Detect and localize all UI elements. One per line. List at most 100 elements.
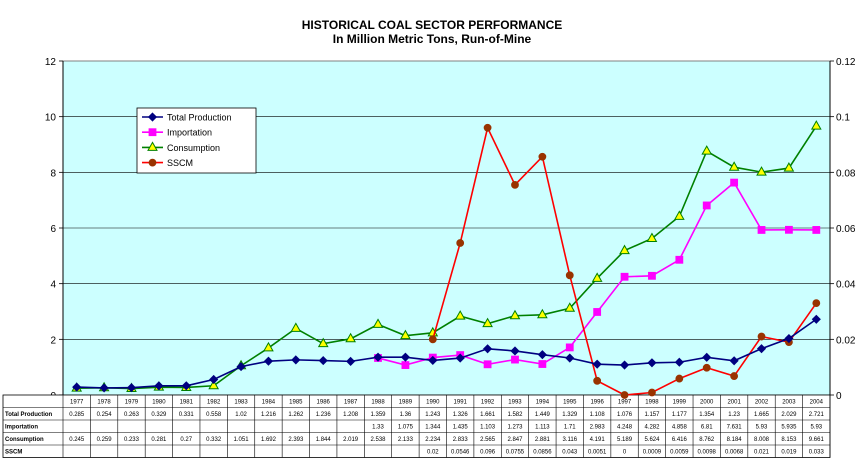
table-cell: 0.0059 bbox=[670, 450, 689, 456]
table-row-label: Consumption bbox=[5, 437, 44, 443]
consumption-point bbox=[482, 317, 493, 328]
sscm-point bbox=[620, 391, 629, 399]
table-cell: 1.665 bbox=[754, 412, 770, 418]
table-cell: 2.833 bbox=[453, 437, 469, 443]
table-cell: 2.234 bbox=[425, 437, 441, 443]
table-cell: 0.096 bbox=[480, 450, 496, 456]
consumption-point bbox=[454, 310, 466, 320]
table-cell: 1.844 bbox=[316, 437, 332, 443]
table-cell: 1.236 bbox=[316, 412, 332, 418]
sscm-point bbox=[511, 180, 519, 189]
importation-point bbox=[565, 343, 574, 352]
x-tick-label: 1991 bbox=[454, 400, 468, 406]
table-cell: 0.27 bbox=[180, 437, 192, 443]
table-cell: 2.019 bbox=[343, 437, 359, 443]
table-cell: 5.935 bbox=[781, 425, 797, 431]
table-cell: 1.326 bbox=[453, 412, 469, 418]
y-right-tick-label: 0.1 bbox=[836, 113, 850, 124]
table-cell: 1.354 bbox=[699, 412, 715, 418]
y-left-tick-label: 10 bbox=[45, 113, 57, 124]
table-cell: 0.263 bbox=[124, 412, 140, 418]
table-cell: 2.133 bbox=[398, 437, 414, 443]
table-cell: 0.233 bbox=[124, 437, 140, 443]
table-cell: 1.329 bbox=[562, 412, 578, 418]
legend-label: Consumption bbox=[167, 143, 220, 153]
table-cell: 1.243 bbox=[425, 412, 441, 418]
sscm-point bbox=[675, 374, 684, 383]
table-cell: 0.285 bbox=[69, 412, 85, 418]
table-cell: 2.029 bbox=[781, 412, 797, 418]
consumption-point bbox=[564, 302, 576, 312]
y-right-tick-label: 0.04 bbox=[836, 280, 856, 291]
table-cell: 1.344 bbox=[425, 425, 441, 431]
table-cell: 0.043 bbox=[562, 450, 578, 456]
consumption-point bbox=[317, 337, 329, 348]
table-cell: 0 bbox=[623, 450, 627, 456]
x-tick-label: 1993 bbox=[508, 400, 522, 406]
table-cell: 1.02 bbox=[235, 412, 247, 418]
importation-point bbox=[702, 201, 711, 210]
sscm-point bbox=[456, 239, 465, 247]
consumption-point bbox=[810, 120, 822, 130]
sscm-point bbox=[538, 152, 547, 161]
consumption-point bbox=[372, 318, 384, 328]
table-cell: 1.208 bbox=[343, 412, 359, 418]
total-production-point bbox=[236, 362, 246, 372]
x-tick-label: 1994 bbox=[536, 400, 550, 406]
legend-swatch-total-production bbox=[147, 112, 158, 122]
y-left-tick-label: 6 bbox=[50, 224, 56, 235]
total-production-point bbox=[263, 356, 274, 366]
x-tick-label: 1996 bbox=[590, 400, 604, 406]
table-cell: 0.259 bbox=[97, 437, 113, 443]
table-cell: 0.245 bbox=[69, 437, 85, 443]
importation-point bbox=[757, 226, 766, 234]
table-cell: 4.191 bbox=[590, 437, 606, 443]
importation-point bbox=[675, 255, 684, 264]
sscm-point bbox=[757, 332, 766, 341]
total-production-point bbox=[209, 374, 219, 385]
table-cell: 5.624 bbox=[644, 437, 660, 443]
table-cell: 0.0068 bbox=[725, 450, 744, 456]
sscm-point bbox=[812, 299, 821, 308]
x-tick-label: 1989 bbox=[399, 400, 413, 406]
x-tick-label: 1995 bbox=[563, 400, 577, 406]
consumption-point bbox=[728, 161, 740, 171]
y-left-tick-label: 12 bbox=[45, 57, 57, 68]
total-production-point bbox=[428, 355, 438, 365]
x-tick-label: 2004 bbox=[810, 400, 824, 406]
legend-label: Importation bbox=[167, 128, 212, 138]
table-cell: 0.0098 bbox=[698, 450, 717, 456]
chart-title-block: HISTORICAL COAL SECTOR PERFORMANCE In Mi… bbox=[0, 18, 864, 46]
total-production-point bbox=[510, 346, 520, 356]
x-tick-label: 1982 bbox=[207, 400, 221, 406]
table-cell: 1.262 bbox=[288, 412, 304, 418]
total-production-point bbox=[181, 381, 191, 391]
sscm-point bbox=[648, 388, 656, 397]
table-cell: 1.449 bbox=[535, 412, 551, 418]
table-cell: 1.692 bbox=[261, 437, 277, 443]
table-cell: 0.281 bbox=[151, 437, 167, 443]
importation-point bbox=[538, 360, 547, 368]
consumption-point bbox=[345, 332, 356, 343]
consumption-point bbox=[646, 232, 658, 242]
total-production-point bbox=[702, 352, 712, 362]
x-tick-label: 1979 bbox=[125, 400, 139, 406]
table-cell: 1.103 bbox=[480, 425, 496, 431]
consumption-series-line bbox=[76, 125, 817, 390]
table-cell: 1.36 bbox=[400, 412, 412, 418]
table-cell: 0.0755 bbox=[506, 450, 525, 456]
consumption-point bbox=[591, 272, 603, 282]
table-cell: 1.216 bbox=[261, 412, 277, 418]
importation-point bbox=[401, 361, 410, 369]
table-cell: 1.108 bbox=[590, 412, 606, 418]
consumption-point bbox=[756, 166, 767, 176]
consumption-point bbox=[619, 244, 630, 255]
legend-swatch-consumption bbox=[147, 141, 158, 151]
total-production-point bbox=[126, 383, 137, 393]
table-cell: 0.0051 bbox=[588, 450, 607, 456]
x-tick-label: 1978 bbox=[97, 400, 111, 406]
table-cell: 0.558 bbox=[206, 412, 222, 418]
importation-point bbox=[730, 178, 739, 187]
x-tick-label: 1998 bbox=[645, 400, 659, 406]
